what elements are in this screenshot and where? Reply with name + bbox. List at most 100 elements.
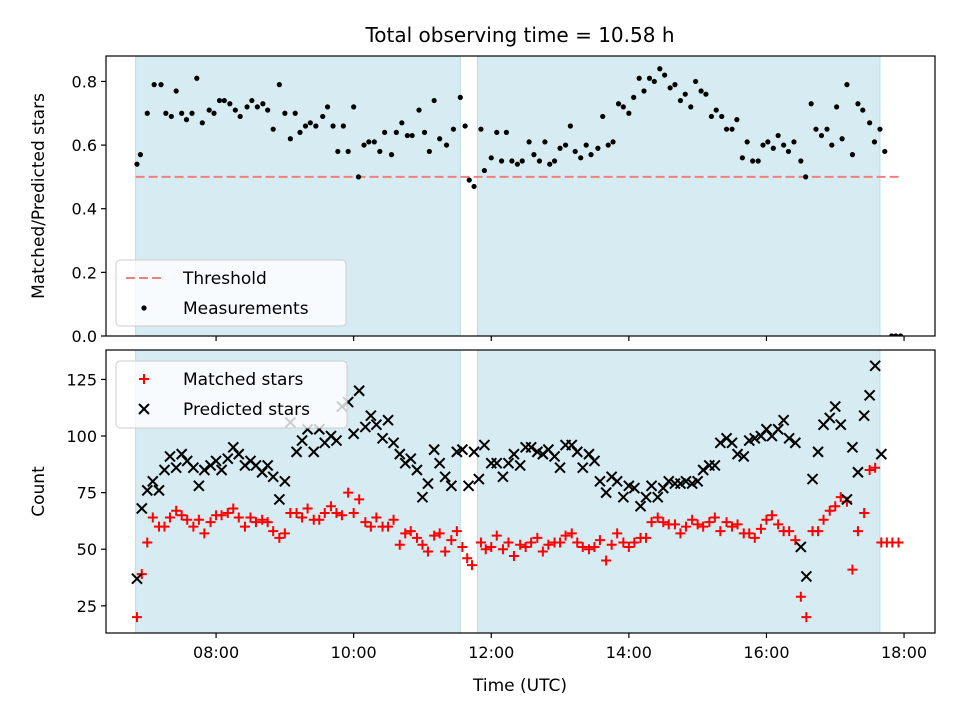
data-point <box>860 107 866 113</box>
data-point <box>211 110 217 116</box>
data-point <box>365 521 376 532</box>
data-point <box>588 455 601 467</box>
y-tick-label: 100 <box>66 427 97 446</box>
data-point <box>795 591 806 602</box>
data-point <box>692 78 699 85</box>
data-point <box>480 544 491 555</box>
data-point <box>898 333 904 336</box>
data-point <box>399 120 405 126</box>
data-point <box>755 158 761 164</box>
data-point <box>233 448 245 460</box>
data-point <box>849 152 856 158</box>
data-point <box>443 142 450 148</box>
data-point <box>308 446 320 458</box>
data-point <box>345 148 351 155</box>
data-point <box>274 532 285 543</box>
data-point <box>163 110 169 116</box>
data-point <box>893 333 899 336</box>
data-point <box>421 129 428 135</box>
data-point <box>719 113 725 120</box>
data-point <box>577 541 588 552</box>
data-point <box>687 514 698 525</box>
data-point <box>875 448 888 460</box>
data-point <box>292 110 298 116</box>
data-point <box>134 161 140 167</box>
data-point <box>488 155 494 161</box>
data-point <box>319 508 330 519</box>
data-point <box>692 519 703 530</box>
data-point <box>680 521 691 532</box>
data-point <box>791 139 797 145</box>
data-point <box>205 517 216 528</box>
data-point <box>491 530 502 541</box>
data-point <box>361 142 367 148</box>
data-point <box>168 113 174 120</box>
data-point <box>889 333 895 336</box>
data-point <box>704 517 715 528</box>
data-point <box>426 148 432 155</box>
data-point <box>566 528 577 539</box>
data-point <box>405 526 416 537</box>
data-point <box>641 88 647 94</box>
legend-x-marker <box>138 403 150 415</box>
data-point <box>260 101 266 107</box>
legend-box <box>115 360 348 429</box>
data-point <box>176 510 187 521</box>
y-tick-label: 0.4 <box>72 200 97 219</box>
data-point <box>766 510 777 521</box>
data-point <box>227 101 233 107</box>
data-point <box>749 532 760 543</box>
data-point <box>542 139 548 145</box>
data-point <box>601 555 612 566</box>
data-point <box>494 129 500 135</box>
data-point <box>383 521 394 532</box>
data-point <box>360 517 371 528</box>
data-point <box>611 475 623 488</box>
data-point <box>662 72 668 78</box>
data-point <box>520 541 531 552</box>
data-point <box>812 446 824 458</box>
data-point <box>340 123 346 129</box>
data-point <box>852 466 864 478</box>
data-point <box>818 132 825 139</box>
data-point <box>651 78 657 85</box>
data-point <box>620 104 626 110</box>
data-point <box>206 107 212 113</box>
data-point <box>462 480 475 492</box>
data-point <box>359 421 372 433</box>
data-point <box>173 88 179 94</box>
data-point <box>434 528 445 539</box>
data-point <box>554 462 566 474</box>
data-point <box>193 514 204 525</box>
data-point <box>672 82 678 88</box>
data-point <box>744 139 750 145</box>
data-point <box>547 161 553 167</box>
data-point <box>863 389 876 401</box>
data-point <box>738 450 750 463</box>
data-point <box>245 512 256 523</box>
data-point <box>291 508 302 519</box>
data-point <box>803 174 809 180</box>
y-tick-label: 0.6 <box>72 136 97 155</box>
data-point <box>589 541 600 552</box>
series-matched-stars <box>131 462 904 623</box>
data-point <box>481 167 487 174</box>
data-point <box>210 455 222 467</box>
data-point <box>451 526 462 537</box>
data-point <box>867 120 873 126</box>
data-point <box>136 502 148 515</box>
data-point <box>508 448 520 460</box>
axes-frame <box>105 55 936 337</box>
data-point <box>498 158 505 164</box>
data-point <box>393 129 399 135</box>
data-point <box>267 471 279 483</box>
data-point <box>137 152 143 158</box>
data-point <box>351 104 357 110</box>
legend-box <box>115 259 347 327</box>
data-point <box>131 572 143 585</box>
observing-window-2 <box>477 349 881 634</box>
data-point <box>773 519 784 530</box>
data-point <box>864 464 875 475</box>
data-point <box>571 446 583 458</box>
data-point <box>595 145 601 151</box>
